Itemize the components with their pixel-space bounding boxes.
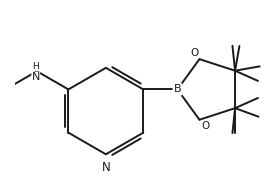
Text: H: H xyxy=(32,62,39,71)
Text: O: O xyxy=(190,48,198,58)
Text: N: N xyxy=(32,72,40,82)
Text: O: O xyxy=(202,121,210,131)
Text: N: N xyxy=(101,161,110,174)
Text: B: B xyxy=(174,84,181,95)
